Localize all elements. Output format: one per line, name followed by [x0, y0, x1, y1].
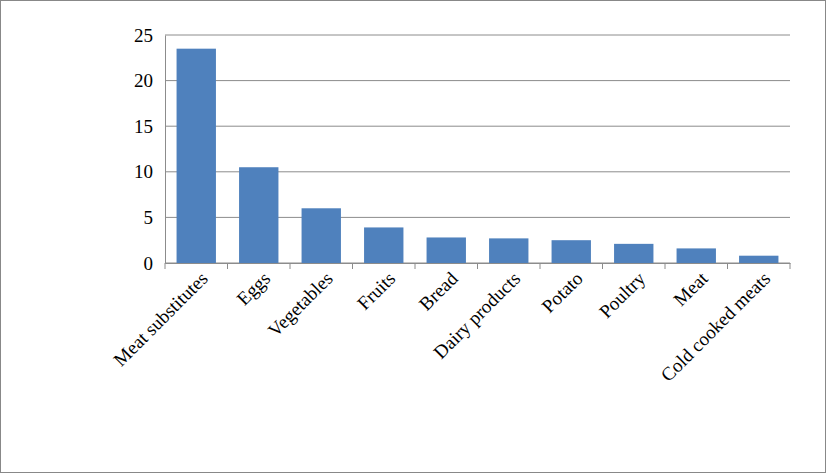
bar: [239, 167, 278, 263]
y-tick: 15: [134, 116, 165, 137]
x-tick-label: Potato: [538, 268, 587, 317]
y-axis-line: [165, 36, 166, 264]
x-tick: Eggs: [233, 263, 275, 309]
x-boundary-tick: [477, 263, 478, 269]
grid-line: [165, 126, 790, 127]
x-tick: Meat substitutes: [109, 263, 212, 370]
x-tick: Potato: [538, 263, 587, 317]
x-tick: Bread: [415, 263, 462, 315]
bar: [177, 49, 216, 263]
chart-frame: [1, 1, 826, 473]
x-tick-label: Dairy products: [429, 268, 524, 363]
x-boundary-tick: [415, 263, 416, 269]
bar: [302, 208, 341, 263]
bars: [177, 49, 779, 263]
y-tick-label: 20: [134, 70, 153, 91]
x-axis: Meat substitutes EggsVegetables Fruits Brea…: [109, 263, 790, 386]
x-tick-label: Meat substitutes: [109, 268, 212, 371]
y-tick-label: 5: [144, 207, 154, 228]
x-boundary-tick: [352, 263, 353, 269]
chart: 0 5 10 15 20 25 Meat substitutes EggsVegetables…: [0, 0, 826, 473]
x-tick-label: Fruits: [353, 268, 399, 314]
x-tick: Poultry: [595, 263, 650, 322]
grid-line: [165, 80, 790, 81]
x-tick-label: Eggs: [233, 268, 275, 310]
x-boundary-tick: [290, 263, 291, 269]
bar: [677, 248, 716, 263]
bar: [364, 227, 403, 263]
bar: [552, 240, 591, 263]
x-tick: Fruits: [353, 263, 399, 314]
bar: [427, 237, 466, 263]
x-boundary-tick: [727, 263, 728, 269]
x-boundary-tick: [790, 263, 791, 269]
y-tick: 0: [144, 253, 166, 274]
x-boundary-ticks: [165, 263, 790, 269]
x-boundary-tick: [227, 263, 228, 269]
x-boundary-tick: [540, 263, 541, 269]
x-tick-label: Vegetables: [264, 268, 337, 341]
y-tick: 25: [134, 25, 165, 46]
bar: [489, 238, 528, 263]
x-tick: Vegetables: [264, 263, 337, 341]
x-tick: Meat: [669, 263, 712, 310]
y-tick: 10: [134, 161, 165, 182]
x-tick: Cold cooked meats: [656, 263, 774, 386]
x-boundary-tick: [665, 263, 666, 269]
y-tick-label: 10: [134, 161, 153, 182]
y-tick: 20: [134, 70, 165, 91]
y-axis: 0 5 10 15 20 25: [134, 25, 166, 274]
grid-line: [165, 35, 790, 36]
x-boundary-tick: [602, 263, 603, 269]
y-tick-label: 15: [134, 116, 153, 137]
y-tick: 5: [144, 207, 166, 228]
grid: [165, 35, 790, 263]
y-tick-label: 25: [134, 25, 153, 46]
x-tick-label: Poultry: [595, 267, 650, 322]
x-tick-label: Cold cooked meats: [656, 268, 774, 386]
x-boundary-tick: [165, 263, 166, 269]
x-tick-label: Bread: [415, 267, 462, 314]
x-tick-label: Meat: [669, 267, 712, 310]
x-tick: Dairy products: [429, 263, 524, 363]
bar: [739, 256, 778, 263]
bar: [614, 244, 653, 263]
plot: 0 5 10 15 20 25 Meat substitutes EggsVegetables…: [109, 25, 790, 386]
y-tick-label: 0: [144, 253, 154, 274]
